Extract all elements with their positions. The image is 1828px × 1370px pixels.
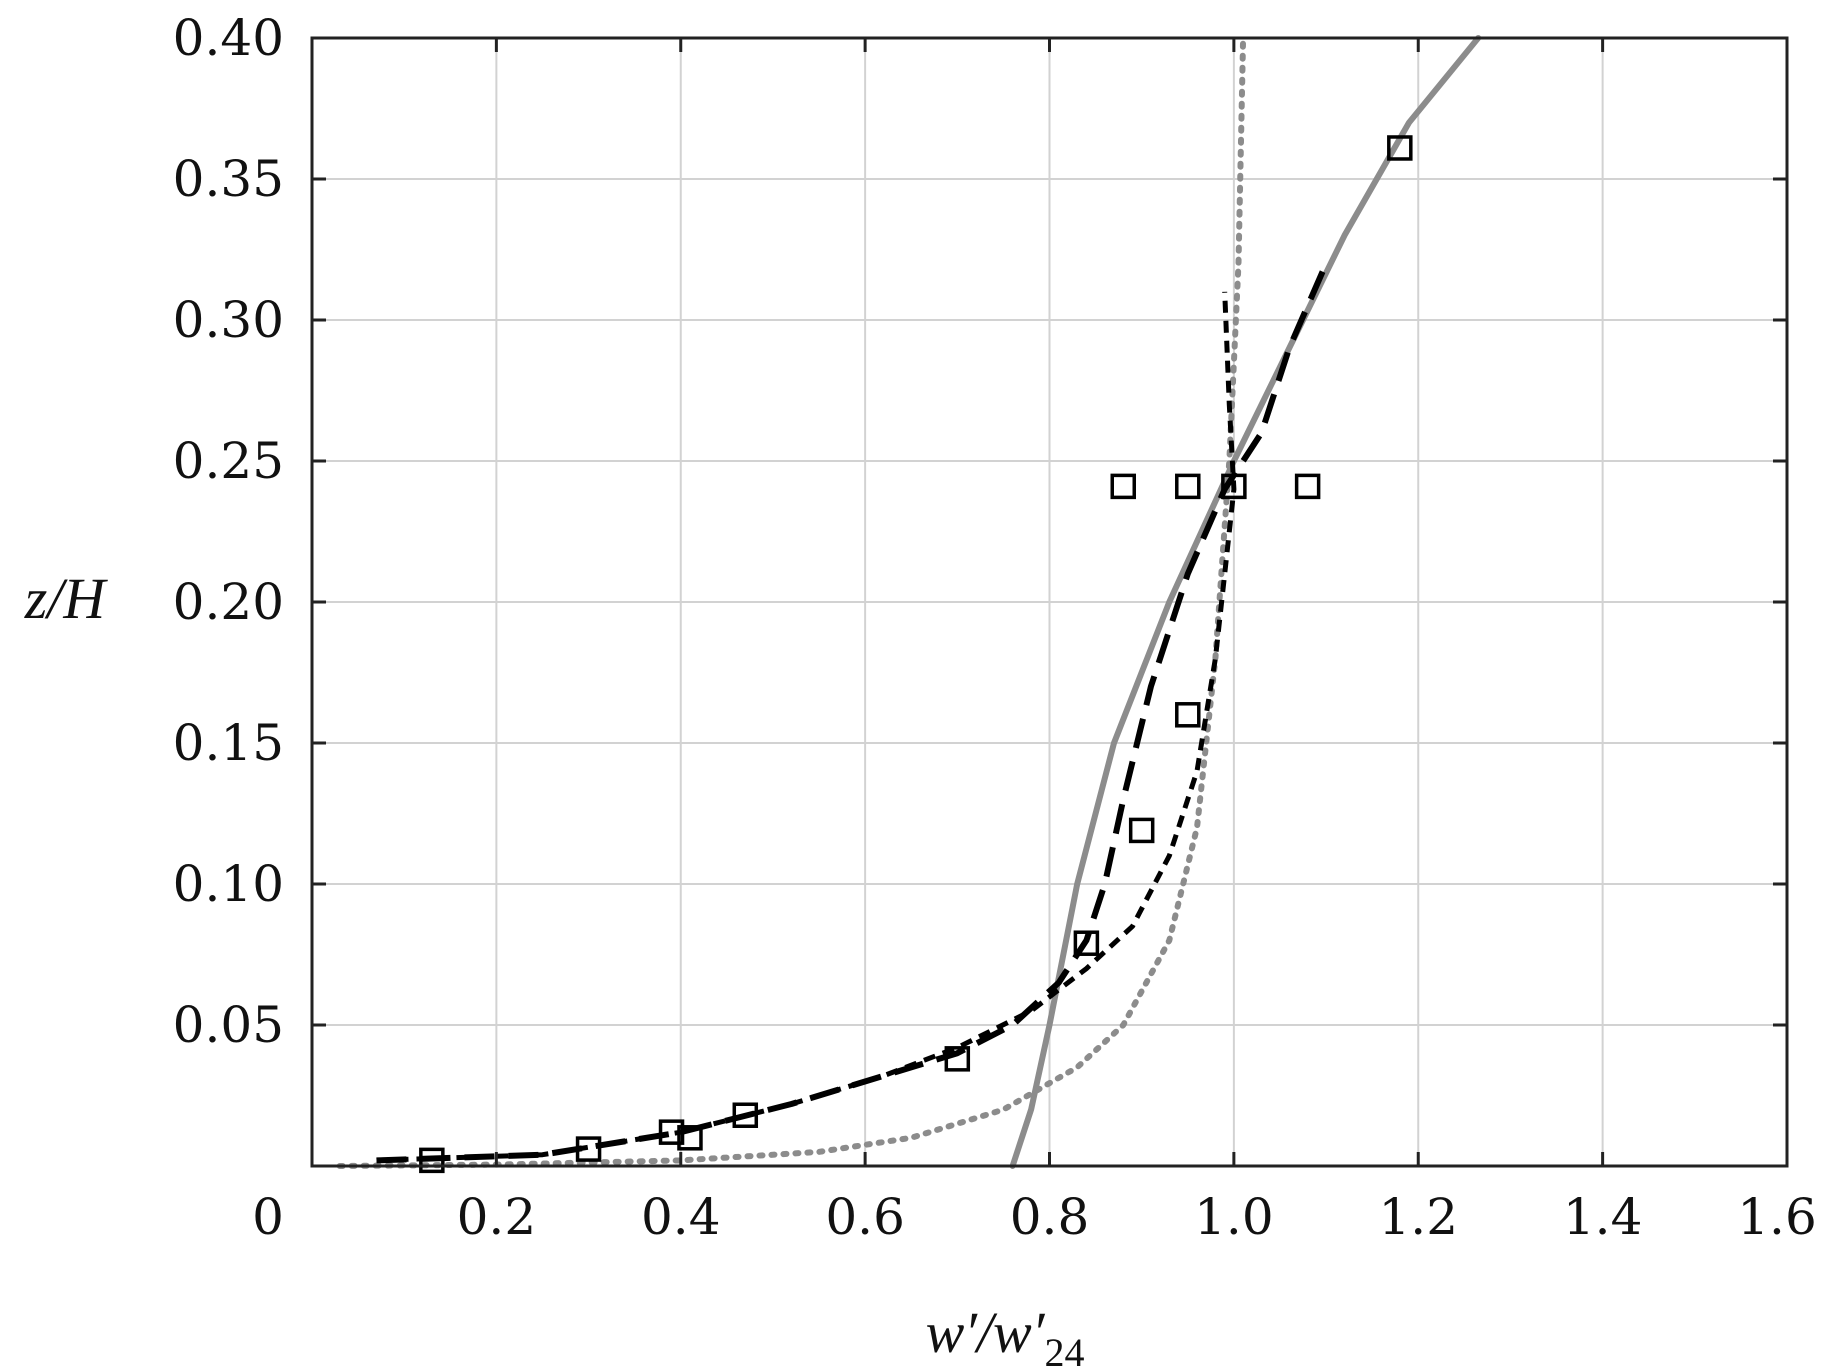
- y-tick-labels: 0.05 0.10 0.15 0.20 0.25 0.30 0.35 0.40: [173, 9, 284, 1054]
- series-layer: [336, 35, 1482, 1174]
- x-tick-label: 1.0: [1194, 1188, 1274, 1246]
- x-tick-label: 1.6: [1737, 1188, 1817, 1246]
- series-line-short-dash-black: [376, 291, 1237, 1163]
- series-line-dotted-gray: [336, 35, 1247, 1169]
- x-tick-labels: 0 0.2 0.4 0.6 0.8 1.0 1.2 1.4 1.6: [252, 1188, 1817, 1246]
- x-tick-label: 0.6: [825, 1188, 905, 1246]
- data-point-square: [1128, 817, 1155, 844]
- data-point-square: [1387, 135, 1413, 161]
- y-tick-label: 0.35: [173, 150, 284, 208]
- data-point-square: [419, 1147, 445, 1174]
- y-tick-label: 0.10: [173, 855, 284, 913]
- x-tick-label: 1.2: [1378, 1188, 1458, 1246]
- x-tick-label: 0.8: [1010, 1188, 1090, 1246]
- data-point-square: [1175, 702, 1201, 728]
- data-point-square: [658, 1119, 685, 1145]
- data-point-square: [1073, 930, 1100, 956]
- data-point-square: [677, 1125, 703, 1151]
- grid: [312, 38, 1787, 1166]
- series-line-long-dash-black: [376, 262, 1329, 1164]
- y-tick-label: 0.30: [173, 291, 284, 349]
- y-tick-label: 0.20: [173, 573, 284, 631]
- x-tick-label: 0.4: [641, 1188, 721, 1246]
- series-line-solid-gray: [1009, 35, 1482, 1169]
- x-axis-label: w′/w′24: [926, 1300, 1085, 1370]
- x-tick-label: 1.4: [1563, 1188, 1643, 1246]
- data-point-square: [732, 1102, 759, 1128]
- y-tick-label: 0.15: [173, 714, 284, 772]
- x-tick-label: 0.2: [457, 1188, 537, 1246]
- y-tick-label: 0.40: [173, 9, 284, 67]
- y-tick-label: 0.05: [173, 996, 284, 1054]
- data-point-square: [1110, 473, 1136, 500]
- x-tick-label: 0: [252, 1188, 284, 1246]
- x-axis-label-sub: 24: [1044, 1330, 1084, 1370]
- data-point-square: [575, 1136, 602, 1162]
- y-tick-label: 0.25: [173, 432, 284, 490]
- data-point-square: [1175, 473, 1201, 500]
- y-axis-label: z/H: [24, 566, 109, 631]
- ticks: [310, 36, 1789, 1166]
- data-point-square: [1221, 473, 1247, 500]
- data-point-square: [1294, 473, 1321, 500]
- data-point-square: [944, 1046, 971, 1072]
- x-axis-label-main: w′/w′: [926, 1300, 1046, 1365]
